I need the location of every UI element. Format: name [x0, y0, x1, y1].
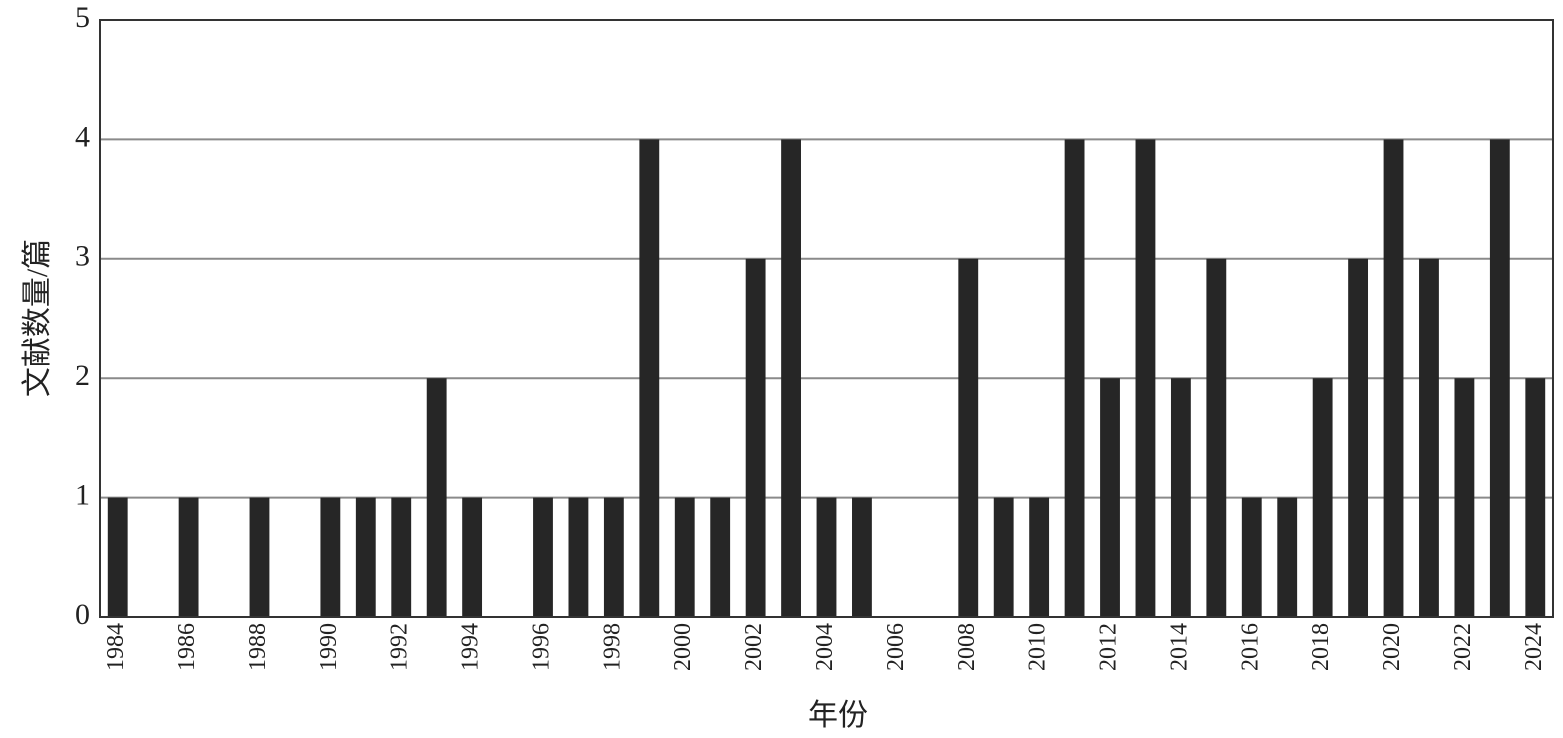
bar	[178, 497, 199, 617]
plot-frame	[99, 19, 1554, 618]
x-tick-label: 1996	[528, 623, 554, 671]
bar	[533, 497, 553, 617]
bar	[710, 497, 731, 617]
bar	[1170, 378, 1191, 617]
bar	[426, 378, 447, 617]
x-tick-label: 2000	[670, 623, 696, 671]
bar	[1241, 497, 1262, 617]
x-tick-label: 2010	[1025, 623, 1051, 671]
y-tick-label: 3	[75, 240, 90, 273]
y-tick-label: 0	[75, 598, 90, 631]
bar	[1100, 378, 1120, 617]
y-tick-label: 5	[75, 1, 90, 34]
bar	[1489, 139, 1510, 617]
x-tick-label: 2002	[741, 623, 767, 671]
bar	[781, 139, 801, 617]
x-tick-label: 1984	[103, 623, 129, 671]
x-tick-label: 1988	[245, 623, 271, 671]
bar	[391, 497, 412, 617]
bar	[1277, 497, 1298, 617]
bar	[816, 497, 837, 617]
x-tick-label: 2014	[1166, 623, 1192, 671]
x-tick-label: 1994	[458, 623, 484, 671]
x-tick-label: 2016	[1237, 623, 1263, 671]
bar	[107, 497, 128, 617]
x-tick-label: 2018	[1308, 623, 1334, 671]
bar	[852, 497, 872, 617]
bar	[958, 258, 979, 617]
y-axis-label: 文献数量/篇	[21, 239, 54, 397]
y-tick-label: 2	[75, 359, 90, 392]
x-tick-label: 2008	[954, 623, 980, 671]
bar	[1029, 497, 1050, 617]
bar	[1135, 139, 1156, 617]
bar	[993, 497, 1014, 617]
x-tick-label: 2012	[1096, 623, 1122, 671]
bar	[568, 497, 589, 617]
x-tick-label: 1986	[174, 623, 200, 671]
x-tick-label: 1998	[599, 623, 625, 671]
x-tick-label: 2022	[1450, 623, 1476, 671]
bar	[320, 497, 341, 617]
bar	[1312, 378, 1333, 617]
bar	[1419, 258, 1439, 617]
x-tick-label: 2024	[1521, 623, 1547, 671]
bar	[249, 497, 270, 617]
x-tick-label: 1990	[316, 623, 342, 671]
bar	[1206, 258, 1227, 617]
bar	[1064, 139, 1085, 617]
bar	[1454, 378, 1475, 617]
bar	[355, 497, 376, 617]
bar	[674, 497, 695, 617]
bar	[1348, 258, 1369, 617]
x-tick-label: 1992	[387, 623, 413, 671]
y-tick-label: 4	[75, 120, 90, 153]
bar	[603, 497, 624, 617]
bar	[1383, 139, 1404, 617]
bar	[745, 258, 766, 617]
y-tick-label: 1	[75, 478, 90, 511]
bar	[462, 497, 483, 617]
x-tick-label: 2004	[812, 623, 838, 671]
x-axis-label: 年份	[808, 699, 868, 732]
bar	[1525, 378, 1546, 617]
bar	[639, 139, 660, 617]
x-tick-label: 2006	[883, 623, 909, 671]
x-tick-label: 2020	[1379, 623, 1405, 671]
